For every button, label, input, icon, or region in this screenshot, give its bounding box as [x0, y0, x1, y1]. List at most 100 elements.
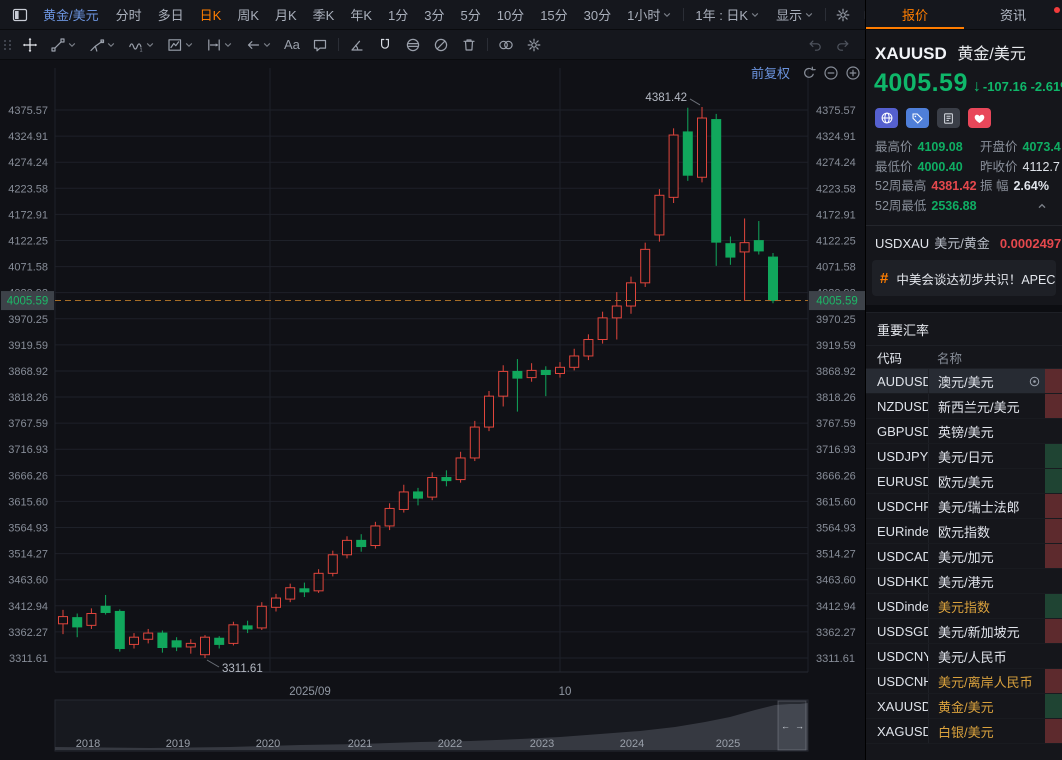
svg-text:3362.27: 3362.27 [8, 627, 48, 639]
fx-row-EURinde[interactable]: EURinde 欧元指数 [866, 519, 1062, 544]
zoom-out-icon[interactable] [823, 65, 839, 81]
fx-col-code: 代码 [877, 351, 903, 366]
range-selector[interactable]: 1年 : 日K [687, 0, 768, 29]
sync-drawings-icon[interactable] [492, 37, 520, 53]
svg-text:3514.27: 3514.27 [8, 549, 48, 561]
candlestick-chart[interactable]: 4375.57 4375.57 4324.91 4324.91 4274.24 4274.… [0, 60, 865, 760]
period-月K[interactable]: 月K [275, 8, 297, 23]
undo-icon[interactable] [801, 37, 829, 53]
svg-text:4375.57: 4375.57 [8, 105, 48, 117]
chevron-down-icon [223, 40, 233, 50]
settings-gear-icon[interactable] [829, 0, 857, 29]
svg-text:3970.25: 3970.25 [816, 314, 856, 326]
quote-name: 黄金/美元 [957, 46, 1026, 63]
news-ticker-text: 中美会谈达初步共识！APEC峰 [896, 272, 1056, 287]
reset-zoom-icon[interactable] [801, 65, 817, 81]
quote-panel: XAUUSD 黄金/美元 4005.59 ↓ -107.16 -2.61% 最高… [865, 30, 1062, 760]
trend-line-icon[interactable] [44, 37, 83, 53]
drag-handle-icon[interactable] [4, 39, 12, 50]
svg-text:3666.26: 3666.26 [8, 470, 48, 482]
layout-template-icon[interactable] [857, 0, 865, 29]
chart-area[interactable]: 前复权 4375.57 4375.57 4324.91 4324.91 4274.24 4… [0, 60, 865, 760]
drawing-toolbar: 1 Aa [0, 30, 865, 60]
tab-quotes[interactable]: 报价 [866, 0, 964, 29]
arrow-marker-icon[interactable] [239, 37, 278, 53]
fx-change-cell [1045, 669, 1062, 693]
fx-row-USDCNY[interactable]: USDCNY 美元/人民币 [866, 644, 1062, 669]
elliott-wave-icon[interactable]: 1 [122, 37, 161, 53]
period-多日[interactable]: 多日 [157, 8, 184, 23]
fx-row-NZDUSD[interactable]: NZDUSD 新西兰元/美元 [866, 394, 1062, 419]
fx-row-EURUSD[interactable]: EURUSD 欧元/美元 [866, 469, 1062, 494]
fx-row-XAUUSD[interactable]: XAUUSD 黄金/美元 [866, 694, 1062, 719]
delete-drawings-icon[interactable] [455, 37, 483, 53]
radio-target-icon[interactable] [1028, 375, 1041, 388]
no-drawings-icon[interactable] [427, 37, 455, 53]
fx-name: 欧元/美元 [938, 474, 994, 490]
adjust-mode-link[interactable]: 前复权 [750, 66, 790, 81]
svg-text:2021: 2021 [348, 738, 372, 750]
fx-row-AUDUSD[interactable]: AUDUSD 澳元/美元 [866, 369, 1062, 394]
symbol-link[interactable]: 黄金/美元 [43, 8, 99, 23]
fx-row-USDCNH[interactable]: USDCNH 美元/离岸人民币 [866, 669, 1062, 694]
svg-text:4172.91: 4172.91 [8, 209, 48, 221]
display-menu[interactable]: 显示 [768, 0, 822, 29]
fx-row-USDinde[interactable]: USDinde 美元指数 [866, 594, 1062, 619]
price-range-icon[interactable] [200, 37, 239, 53]
chart-pattern-icon[interactable] [161, 37, 200, 53]
period-15分[interactable]: 15分 [540, 8, 568, 23]
svg-text:3412.94: 3412.94 [816, 601, 856, 613]
period-10分[interactable]: 10分 [496, 8, 525, 23]
globe-icon[interactable] [875, 108, 898, 128]
fx-row-USDHKD[interactable]: USDHKD 美元/港元 [866, 569, 1062, 594]
window-layout-icon[interactable] [6, 7, 34, 23]
text-tool-icon[interactable]: Aa [284, 37, 300, 52]
magnet-icon[interactable] [371, 37, 399, 53]
cursor-cross-icon[interactable] [16, 37, 44, 53]
favorite-heart-icon[interactable] [968, 108, 991, 128]
fx-code: USDCHF [877, 498, 928, 514]
drawing-settings-icon[interactable] [520, 37, 548, 53]
fx-row-USDCAD[interactable]: USDCAD 美元/加元 [866, 544, 1062, 569]
usdxau-row[interactable]: USDXAU 美元/黄金 0.0002497 +0.00 [866, 226, 1062, 252]
fx-row-USDSGD[interactable]: USDSGD 美元/新加坡元 [866, 619, 1062, 644]
svg-text:3818.26: 3818.26 [816, 392, 856, 404]
stat-value: 4381.42 [931, 179, 977, 193]
period-年K[interactable]: 年K [350, 8, 373, 23]
period-5分[interactable]: 5分 [460, 8, 481, 23]
period-30分[interactable]: 30分 [583, 8, 612, 23]
period-日K[interactable]: 日K [199, 8, 222, 23]
svg-text:3311.61: 3311.61 [222, 663, 263, 675]
period-季K[interactable]: 季K [312, 8, 335, 23]
fx-row-XAGUSD[interactable]: XAGUSD 白银/美元 [866, 719, 1062, 744]
fx-name: 美元/瑞士法郎 [938, 499, 1020, 515]
quote-symbol: XAUUSD [875, 44, 947, 63]
comment-icon[interactable] [306, 37, 334, 53]
report-icon[interactable] [937, 108, 960, 128]
fx-row-USDJPY[interactable]: USDJPY 美元/日元 [866, 444, 1062, 469]
fx-row-USDCHF[interactable]: USDCHF 美元/瑞士法郎 [866, 494, 1062, 519]
news-ticker[interactable]: # 中美会谈达初步共识！APEC峰 [872, 260, 1056, 296]
period-1小时[interactable]: 1小时 [619, 0, 680, 29]
zoom-in-icon[interactable] [845, 65, 861, 81]
svg-text:3615.60: 3615.60 [816, 496, 856, 508]
pitchfork-icon[interactable] [83, 37, 122, 53]
fx-code: GBPUSD [877, 423, 928, 439]
period-分时[interactable]: 分时 [115, 8, 142, 23]
svg-text:3919.59: 3919.59 [8, 340, 48, 352]
period-周K[interactable]: 周K [237, 8, 259, 23]
tag-icon[interactable] [906, 108, 929, 128]
collapse-chevron-icon[interactable] [1036, 199, 1048, 219]
tab-news[interactable]: 资讯 [964, 0, 1062, 29]
period-1分[interactable]: 1分 [388, 8, 409, 23]
angle-icon[interactable] [343, 37, 371, 53]
fx-row-GBPUSD[interactable]: GBPUSD 英镑/美元 [866, 419, 1062, 444]
quote-price: 4005.59 [874, 69, 968, 97]
fx-change-cell [1045, 444, 1062, 468]
svg-text:3716.93: 3716.93 [816, 444, 856, 456]
hide-drawings-icon[interactable] [399, 37, 427, 53]
redo-icon[interactable] [829, 37, 857, 53]
toolbar-separator [337, 38, 339, 51]
period-3分[interactable]: 3分 [424, 8, 445, 23]
svg-text:2024: 2024 [620, 738, 644, 750]
